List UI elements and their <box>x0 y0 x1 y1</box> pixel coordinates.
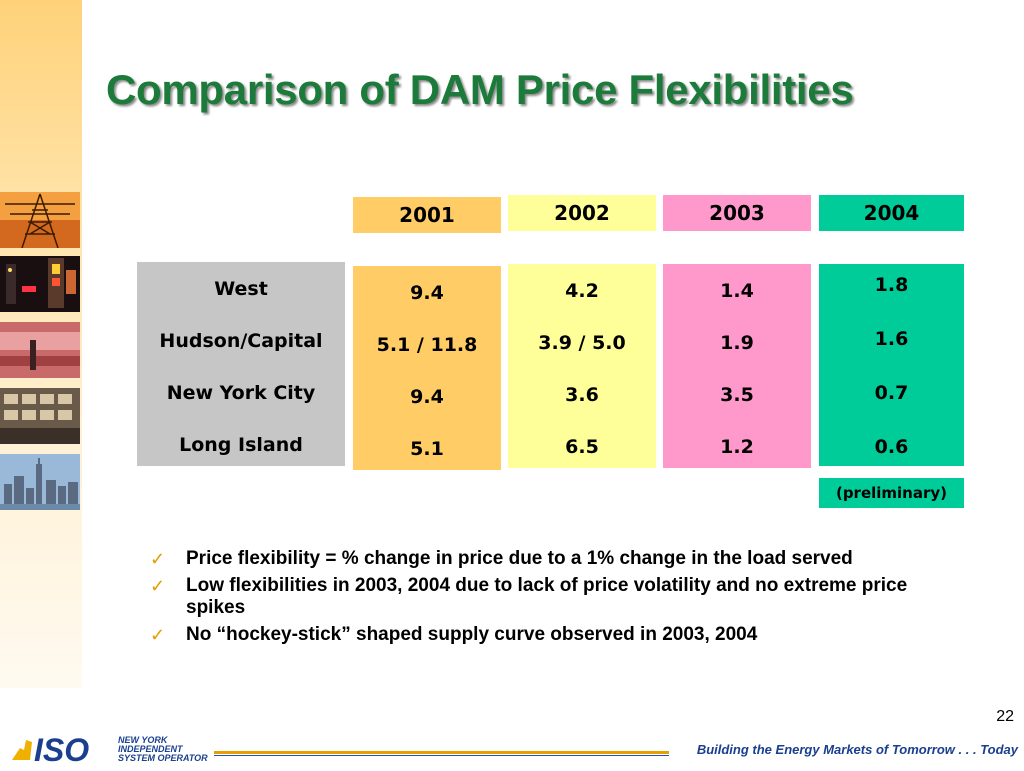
values-2004: 1.8 1.6 0.7 0.6 <box>819 264 964 466</box>
values-2002: 4.2 3.9 / 5.0 3.6 6.5 <box>508 264 656 468</box>
value-cell: 1.9 <box>720 332 754 354</box>
region-hudson-capital: Hudson/Capital <box>159 330 323 352</box>
value-cell: 1.4 <box>720 280 754 302</box>
bullet-list: ✓ Price flexibility = % change in price … <box>150 548 930 651</box>
value-cell: 3.9 / 5.0 <box>538 332 626 354</box>
list-item: ✓ Price flexibility = % change in price … <box>150 548 930 570</box>
motion-blur-photo <box>0 322 80 378</box>
value-cell: 5.1 <box>410 438 444 460</box>
value-cell: 1.2 <box>720 436 754 458</box>
region-long-island: Long Island <box>179 434 303 456</box>
year-header-2002: 2002 <box>508 195 656 231</box>
list-item: ✓ Low flexibilities in 2003, 2004 due to… <box>150 575 930 619</box>
value-cell: 4.2 <box>565 280 599 302</box>
value-cell: 3.5 <box>720 384 754 406</box>
checkmark-icon: ✓ <box>150 576 166 596</box>
checkmark-icon: ✓ <box>150 549 166 569</box>
value-cell: 3.6 <box>565 384 599 406</box>
preliminary-note: (preliminary) <box>819 478 964 508</box>
checkmark-icon: ✓ <box>150 625 166 645</box>
city-night-photo <box>0 256 80 312</box>
year-header-2001: 2001 <box>353 197 501 233</box>
value-cell: 0.7 <box>874 382 909 404</box>
nyiso-logo: ISO <box>10 730 215 768</box>
logo-wordmark: NEW YORK INDEPENDENT SYSTEM OPERATOR <box>118 735 208 763</box>
value-cell: 1.8 <box>874 274 909 296</box>
region-new-york-city: New York City <box>166 382 316 404</box>
value-cell: 0.6 <box>874 436 909 458</box>
region-labels: West Hudson/Capital New York City Long I… <box>137 262 345 466</box>
value-cell: 6.5 <box>565 436 599 458</box>
slide-title: Comparison of DAM Price Flexibilities <box>106 66 854 113</box>
values-2001: 9.4 5.1 / 11.8 9.4 5.1 <box>353 266 501 470</box>
value-cell: 9.4 <box>410 386 444 408</box>
power-tower-photo <box>0 192 80 248</box>
list-item: ✓ No “hockey-stick” shaped supply curve … <box>150 624 930 646</box>
page-number: 22 <box>996 708 1014 725</box>
logo-mark: ISO <box>34 732 89 766</box>
skyline-photo <box>0 454 80 510</box>
year-header-2004: 2004 <box>819 195 964 231</box>
footer-divider <box>214 751 669 754</box>
year-header-2003: 2003 <box>663 195 811 231</box>
bullet-text: No “hockey-stick” shaped supply curve ob… <box>186 624 758 645</box>
bullet-text: Price flexibility = % change in price du… <box>186 548 853 569</box>
control-room-photo <box>0 388 80 444</box>
footer-tagline: Building the Energy Markets of Tomorrow … <box>696 742 1018 757</box>
values-2003: 1.4 1.9 3.5 1.2 <box>663 264 811 468</box>
value-cell: 5.1 / 11.8 <box>376 334 478 356</box>
value-cell: 1.6 <box>874 328 909 350</box>
footer-divider-blue <box>214 755 669 756</box>
region-west: West <box>214 278 268 300</box>
value-cell: 9.4 <box>410 282 444 304</box>
bullet-text: Low flexibilities in 2003, 2004 due to l… <box>186 575 908 618</box>
